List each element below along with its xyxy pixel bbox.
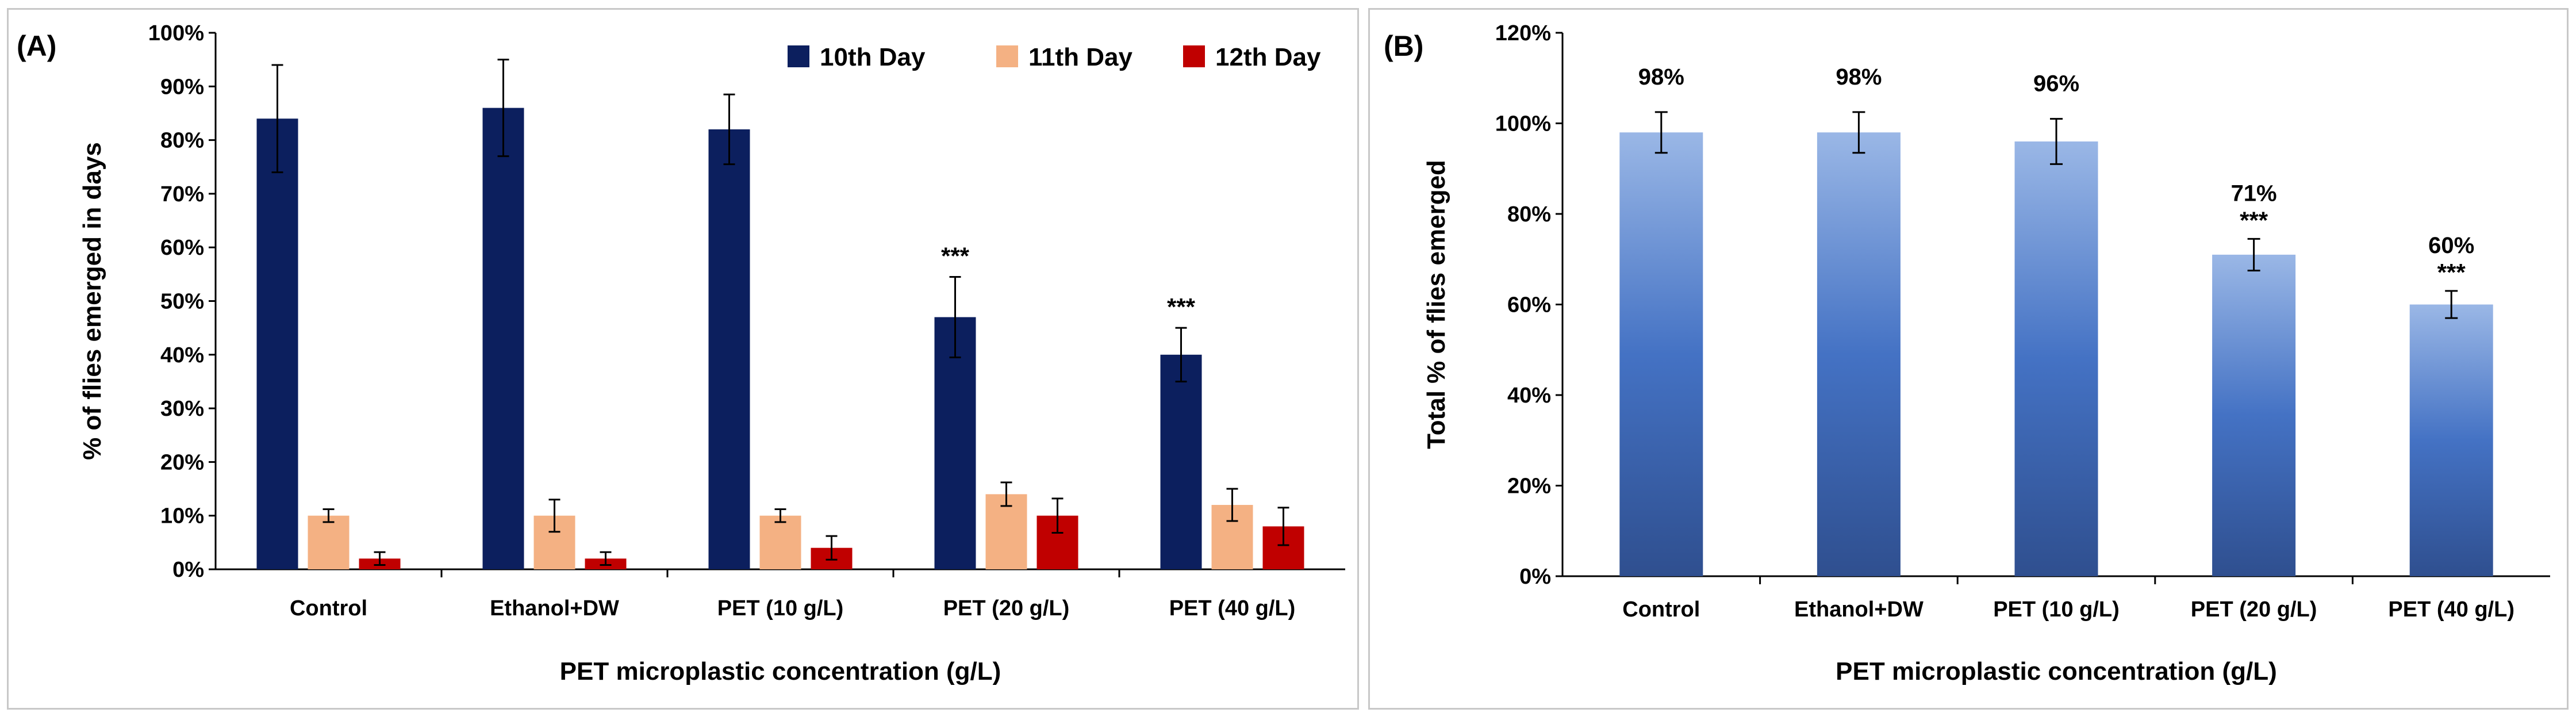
y-tick-label: 30% <box>160 397 204 421</box>
y-tick-label: 50% <box>160 290 204 314</box>
y-tick-label: 40% <box>160 343 204 367</box>
legend-swatch <box>996 45 1018 67</box>
significance-marker: *** <box>2437 259 2466 286</box>
panel-label-a: (A) <box>17 30 56 62</box>
y-tick-label: 100% <box>1495 112 1551 136</box>
data-label: 60% <box>2428 233 2474 258</box>
x-tick-label: Control <box>290 596 367 620</box>
y-axis-title: Total % of flies emerged <box>1422 160 1450 449</box>
bar-10th-day <box>708 129 750 569</box>
y-tick-label: 100% <box>148 21 204 45</box>
legend-label: 11th Day <box>1028 43 1133 71</box>
x-tick-label: Control <box>1622 597 1700 622</box>
bar-10th-day <box>482 108 524 569</box>
significance-marker: *** <box>941 243 970 270</box>
y-tick-label: 20% <box>160 450 204 474</box>
x-tick-label: PET (10 g/L) <box>717 596 844 620</box>
x-tick-label: PET (20 g/L) <box>2191 597 2317 622</box>
data-label: 96% <box>2033 71 2079 97</box>
y-tick-label: 20% <box>1507 474 1551 499</box>
legend-label: 10th Day <box>820 43 926 71</box>
x-tick-label: PET (40 g/L) <box>2388 597 2514 622</box>
bar-11th-day <box>308 515 350 569</box>
chart-b: (B) 0% 20% 40% 60% 80% 100% 120% Control 98% Ethan… <box>1384 21 2550 685</box>
bar-total-emerged <box>2212 254 2296 576</box>
y-tick-label: 60% <box>160 236 204 260</box>
x-tick-label: Ethanol+DW <box>490 596 619 620</box>
legend-swatch <box>788 45 809 67</box>
bar-total-emerged <box>2409 304 2493 576</box>
data-label: 71% <box>2231 181 2277 206</box>
y-tick-label: 60% <box>1507 293 1551 317</box>
data-label: 98% <box>1836 64 1882 90</box>
y-tick-label: 80% <box>1507 202 1551 227</box>
bar-11th-day <box>759 515 801 569</box>
x-tick-label: PET (20 g/L) <box>943 596 1070 620</box>
y-tick-label: 0% <box>1519 565 1551 589</box>
y-tick-label: 10% <box>160 504 204 528</box>
y-tick-label: 40% <box>1507 384 1551 408</box>
bar-10th-day <box>256 118 298 569</box>
x-axis-title: PET microplastic concentration (g/L) <box>1836 657 2277 685</box>
legend-swatch <box>1183 45 1205 67</box>
panel-b: (B) 0% 20% 40% 60% 80% 100% 120% Control 98% Ethan… <box>1368 8 2569 710</box>
y-tick-label: 0% <box>172 558 204 582</box>
data-label: 98% <box>1638 64 1684 90</box>
y-tick-label: 80% <box>160 129 204 153</box>
bar-total-emerged <box>1817 132 1901 576</box>
significance-marker: *** <box>1167 293 1196 320</box>
x-tick-label: Ethanol+DW <box>1794 597 1924 622</box>
y-axis-title: % of flies emerged in days <box>78 142 106 460</box>
y-tick-label: 70% <box>160 182 204 206</box>
x-tick-label: PET (40 g/L) <box>1169 596 1296 620</box>
bar-10th-day <box>1160 354 1202 569</box>
bar-10th-day <box>934 317 976 569</box>
panel-a: (A) 0% 10% 20% 30% 40% 50% 60% 70% 80% 90% 100% Cont… <box>7 8 1359 710</box>
y-tick-label: 120% <box>1495 21 1551 45</box>
y-tick-label: 90% <box>160 75 204 99</box>
bar-total-emerged <box>1619 132 1703 576</box>
significance-marker: *** <box>2240 206 2268 233</box>
x-axis-title: PET microplastic concentration (g/L) <box>560 657 1001 685</box>
panel-label-b: (B) <box>1384 30 1423 62</box>
bar-total-emerged <box>2014 141 2098 576</box>
x-tick-label: PET (10 g/L) <box>1993 597 2120 622</box>
chart-a: (A) 0% 10% 20% 30% 40% 50% 60% 70% 80% 90% 100% Cont… <box>17 21 1345 685</box>
legend-label: 12th Day <box>1215 43 1321 71</box>
